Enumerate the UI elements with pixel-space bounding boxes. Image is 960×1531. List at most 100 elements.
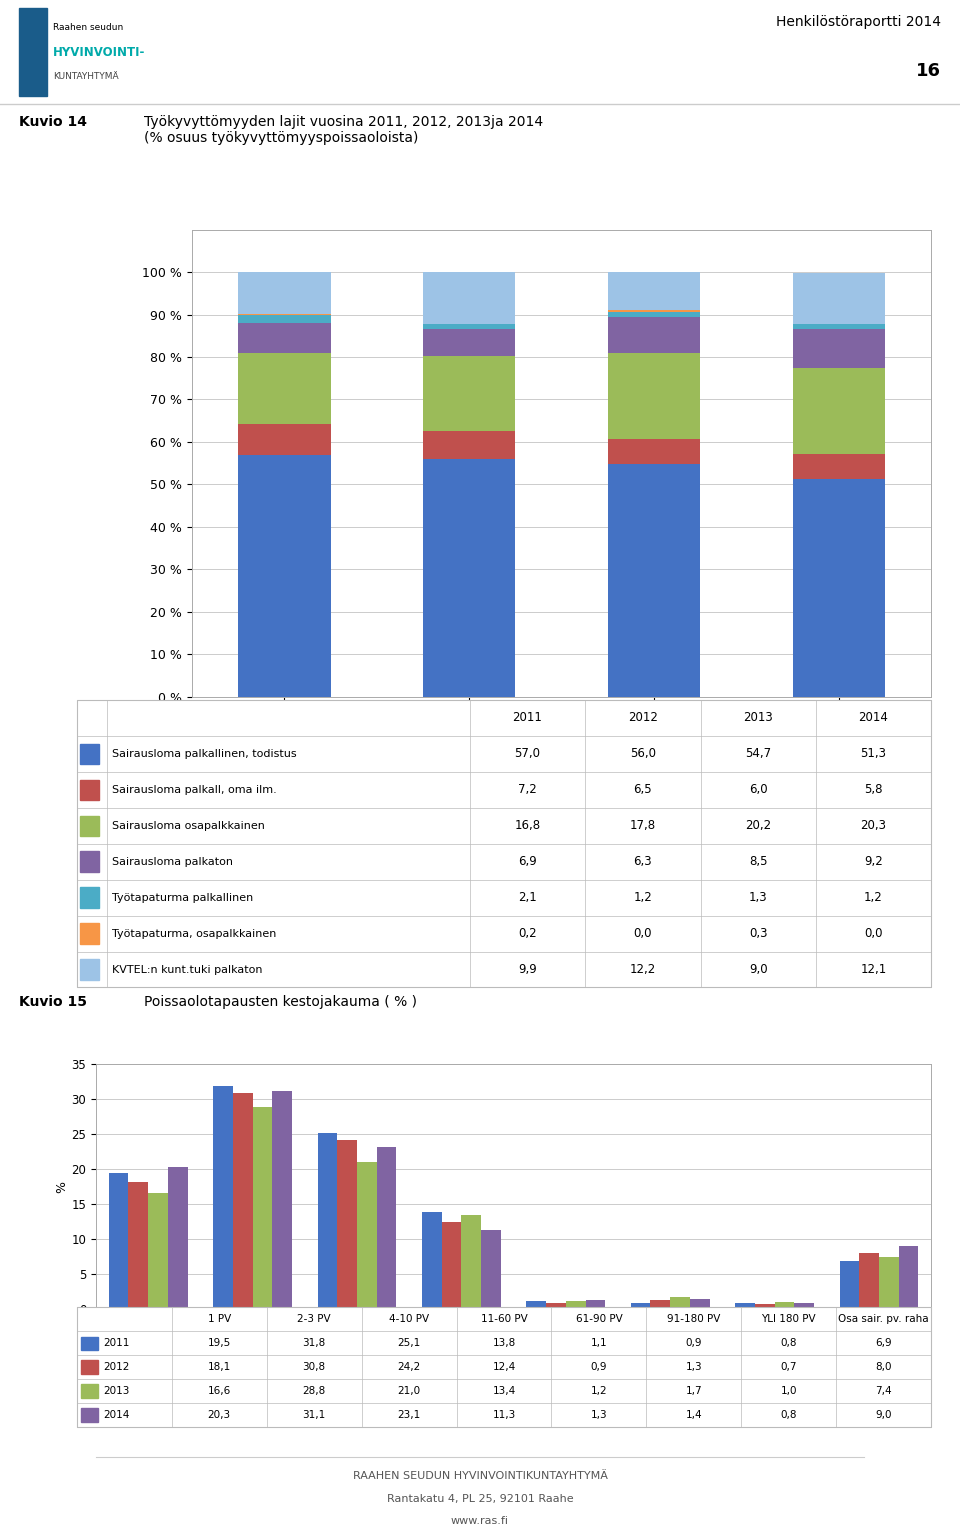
Bar (252, 1107, 273, 1309)
Bar (19, 8, 47, 96)
Bar (608, 312, 700, 317)
Text: 9,2: 9,2 (864, 856, 883, 868)
Text: Sairausloma palkallinen, todistus: Sairausloma palkallinen, todistus (111, 749, 297, 759)
Text: 12,1: 12,1 (860, 963, 887, 975)
Bar (546, 1303, 565, 1309)
Bar (775, 1301, 794, 1309)
Text: Sairausloma palkaton: Sairausloma palkaton (111, 856, 233, 867)
Text: YLI 180 PV: YLI 180 PV (761, 1315, 816, 1324)
Text: 6,9: 6,9 (876, 1338, 892, 1349)
Text: 2011: 2011 (513, 712, 542, 724)
Bar (422, 1213, 442, 1309)
Bar (670, 1297, 690, 1309)
Text: 12,4: 12,4 (492, 1363, 516, 1372)
Text: 1,7: 1,7 (685, 1386, 702, 1396)
Bar (840, 1260, 859, 1309)
Text: 54,7: 54,7 (745, 747, 771, 759)
Bar (129, 1182, 148, 1309)
Text: Kuvio 14: Kuvio 14 (19, 115, 87, 129)
Bar (565, 1301, 586, 1309)
Text: 25,1: 25,1 (397, 1338, 420, 1349)
Text: HYVINVOINTI-: HYVINVOINTI- (53, 46, 145, 58)
Bar (81, 1384, 98, 1398)
Text: 31,1: 31,1 (302, 1410, 325, 1419)
Bar (526, 1301, 546, 1309)
Text: 6,9: 6,9 (518, 856, 537, 868)
Bar (357, 1162, 376, 1309)
Text: 20,3: 20,3 (207, 1410, 230, 1419)
Text: 23,1: 23,1 (397, 1410, 420, 1419)
Text: 21,0: 21,0 (397, 1386, 420, 1396)
Text: 0,9: 0,9 (590, 1363, 607, 1372)
Text: 0,9: 0,9 (685, 1338, 702, 1349)
Bar (423, 355, 516, 432)
Text: 20,3: 20,3 (860, 819, 886, 831)
Text: 1,1: 1,1 (590, 1338, 608, 1349)
Bar (793, 367, 885, 455)
Text: Kuvio 15: Kuvio 15 (19, 995, 87, 1009)
Text: 11-60 PV: 11-60 PV (481, 1315, 527, 1324)
Text: Henkilöstöraportti 2014: Henkilöstöraportti 2014 (776, 15, 941, 29)
Bar (423, 325, 516, 329)
Bar (442, 1222, 462, 1309)
Bar (81, 779, 99, 799)
Text: 6,3: 6,3 (634, 856, 652, 868)
Text: Työtapaturma, osapalkkainen: Työtapaturma, osapalkkainen (111, 928, 276, 939)
Bar (631, 1303, 651, 1309)
Bar (793, 479, 885, 697)
Bar (81, 1337, 98, 1350)
Text: 1,0: 1,0 (780, 1386, 797, 1396)
Bar (81, 1361, 98, 1373)
Text: 16: 16 (916, 61, 941, 80)
Bar (213, 1087, 233, 1309)
Bar (794, 1303, 814, 1309)
Bar (423, 329, 516, 355)
Bar (651, 1300, 670, 1309)
Text: 31,8: 31,8 (302, 1338, 325, 1349)
Bar (608, 273, 700, 311)
Text: 13,4: 13,4 (492, 1386, 516, 1396)
Text: Sairausloma palkall, oma ilm.: Sairausloma palkall, oma ilm. (111, 784, 276, 795)
Text: 9,0: 9,0 (749, 963, 767, 975)
Text: 6,0: 6,0 (749, 784, 767, 796)
Text: 0,7: 0,7 (780, 1363, 797, 1372)
Bar (690, 1300, 709, 1309)
Text: 16,6: 16,6 (207, 1386, 230, 1396)
Bar (318, 1133, 337, 1309)
Bar (108, 1173, 129, 1309)
Text: 51,3: 51,3 (860, 747, 886, 759)
Text: 1,4: 1,4 (685, 1410, 702, 1419)
Bar (81, 960, 99, 980)
Text: 2014: 2014 (104, 1410, 130, 1419)
Text: Osa sair. pv. raha: Osa sair. pv. raha (838, 1315, 929, 1324)
Bar (238, 323, 330, 352)
Bar (793, 325, 885, 329)
Text: Sairausloma osapalkkainen: Sairausloma osapalkkainen (111, 821, 265, 831)
Bar (608, 464, 700, 697)
Text: 28,8: 28,8 (302, 1386, 325, 1396)
Text: 18,1: 18,1 (207, 1363, 230, 1372)
Text: 30,8: 30,8 (302, 1363, 325, 1372)
Bar (81, 923, 99, 943)
Bar (755, 1304, 775, 1309)
Text: Raahen seudun: Raahen seudun (53, 23, 123, 32)
Text: 1,3: 1,3 (749, 891, 767, 903)
Bar (337, 1139, 357, 1309)
Bar (81, 1409, 98, 1422)
Text: Rantakatu 4, PL 25, 92101 Raahe: Rantakatu 4, PL 25, 92101 Raahe (387, 1494, 573, 1503)
Bar (793, 329, 885, 367)
Text: 6,5: 6,5 (634, 784, 652, 796)
Bar (793, 273, 885, 325)
Bar (735, 1303, 755, 1309)
Bar (376, 1147, 396, 1309)
Bar (423, 273, 516, 325)
Text: 2014: 2014 (858, 712, 888, 724)
Text: 0,3: 0,3 (749, 928, 767, 940)
Bar (423, 432, 516, 459)
Text: 1 PV: 1 PV (207, 1315, 230, 1324)
Text: 4-10 PV: 4-10 PV (389, 1315, 429, 1324)
Text: Poissaolotapausten kestojakauma ( % ): Poissaolotapausten kestojakauma ( % ) (144, 995, 417, 1009)
Bar (148, 1193, 168, 1309)
Text: 8,0: 8,0 (876, 1363, 892, 1372)
Bar (238, 271, 330, 314)
